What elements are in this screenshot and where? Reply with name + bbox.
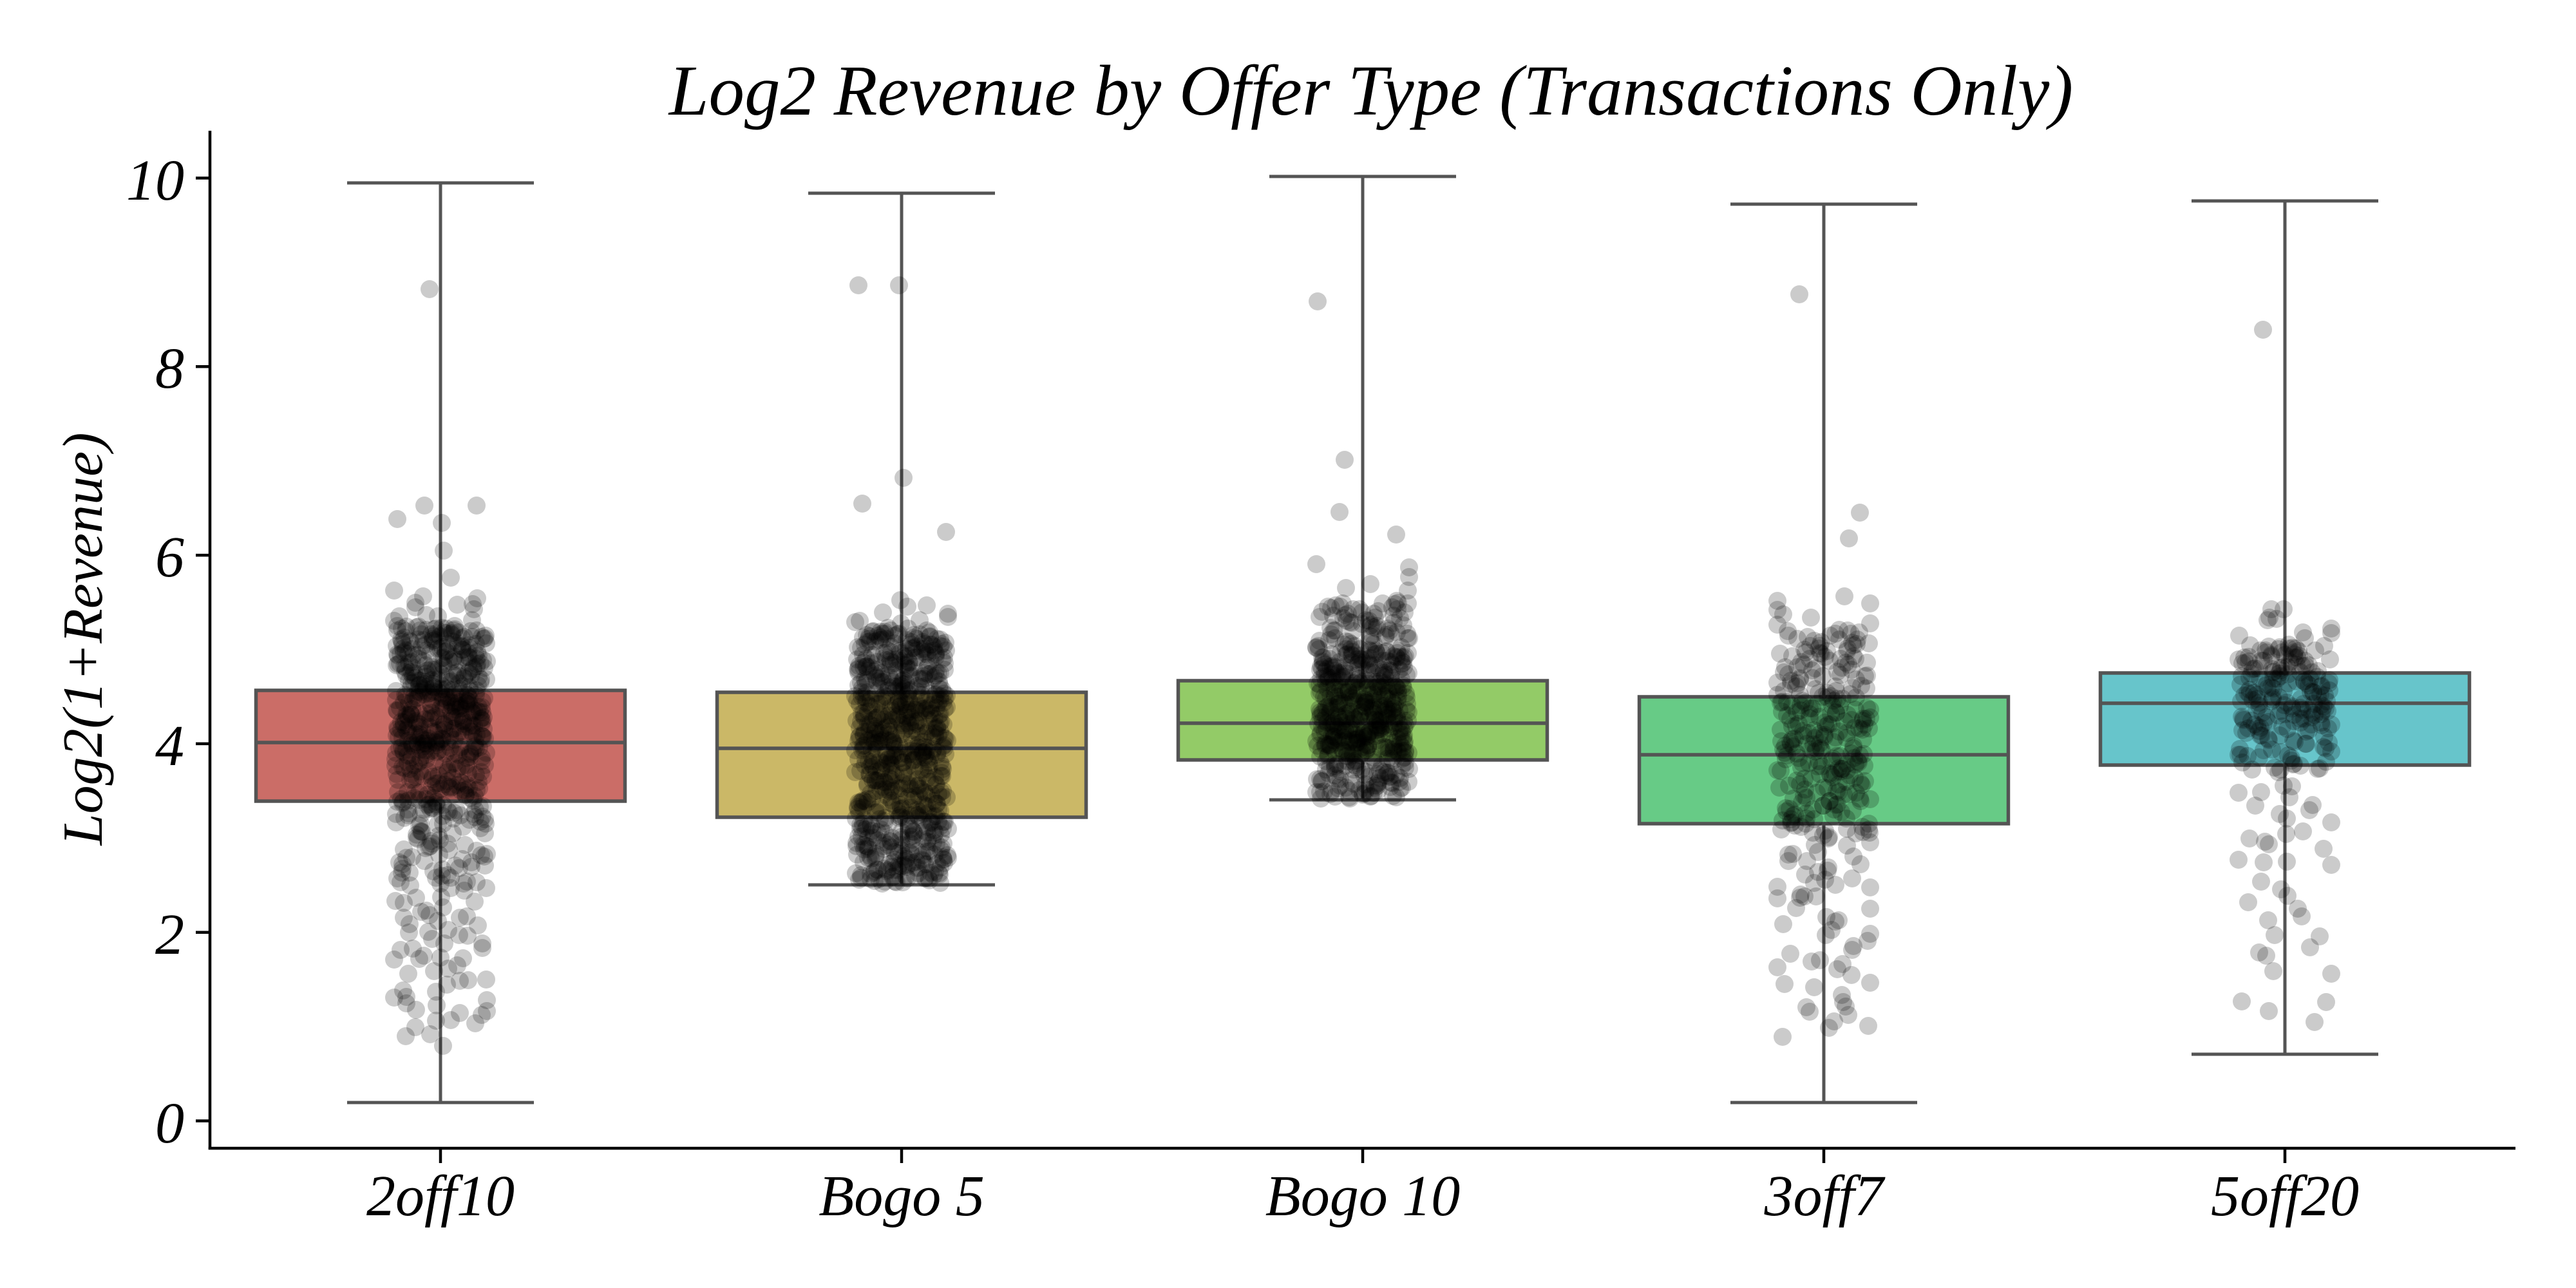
svg-text:Bogo 10: Bogo 10 <box>1265 1164 1460 1228</box>
svg-text:10: 10 <box>126 149 184 213</box>
svg-text:Log2(1+Revenue): Log2(1+Revenue) <box>52 433 115 847</box>
svg-text:3off7: 3off7 <box>1763 1164 1886 1228</box>
svg-text:8: 8 <box>155 337 184 401</box>
svg-text:Log2 Revenue by Offer Type (Tr: Log2 Revenue by Offer Type (Transactions… <box>668 52 2074 131</box>
svg-text:0: 0 <box>155 1092 184 1155</box>
svg-text:4: 4 <box>155 714 184 778</box>
svg-text:2: 2 <box>155 903 184 967</box>
svg-text:2off10: 2off10 <box>366 1164 515 1228</box>
svg-text:6: 6 <box>155 526 184 589</box>
svg-text:5off20: 5off20 <box>2211 1164 2359 1228</box>
svg-text:Bogo 5: Bogo 5 <box>819 1164 984 1228</box>
